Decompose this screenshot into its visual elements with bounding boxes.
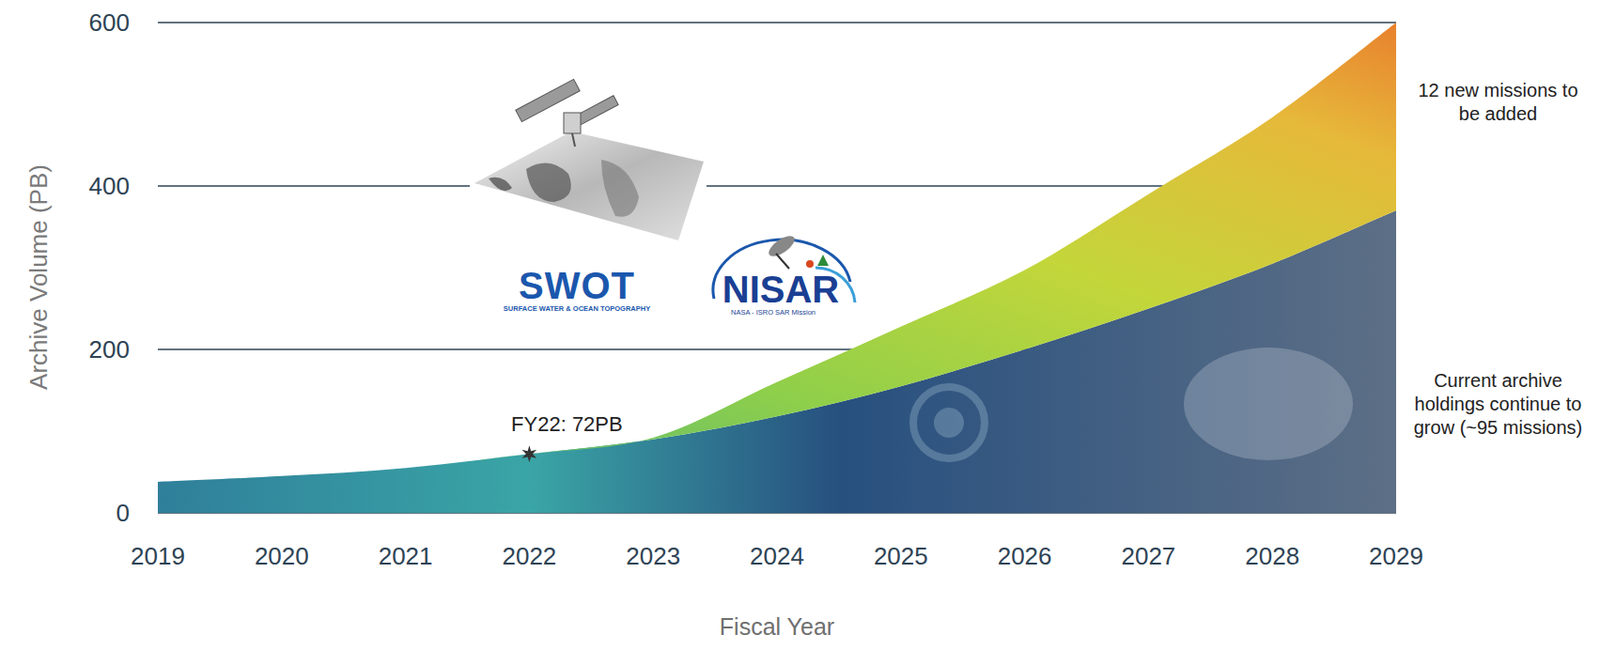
legend-label: Current archiveholdings continue togrow … (1413, 370, 1584, 438)
annotation-marker (522, 445, 538, 463)
y-tick-label: 0 (116, 498, 130, 528)
logo-text: NISAR (722, 268, 840, 311)
y-tick-label: 600 (89, 8, 130, 37)
x-tick-label: 2024 (749, 542, 805, 571)
legend-label: 12 new missions tobe added (1417, 79, 1578, 125)
x-tick-label: 2027 (1120, 542, 1176, 571)
areas (157, 22, 1397, 513)
x-tick-label: 2028 (1244, 542, 1300, 571)
grid-line (157, 21, 1397, 24)
logo-caption: NASA - ISRO SAR Mission (730, 308, 816, 317)
annotation: FY22: 72PB (511, 412, 623, 436)
grid (157, 22, 1397, 513)
x-tick-label: 2019 (130, 542, 186, 571)
area-series (157, 22, 1397, 482)
x-tick-label: 2021 (378, 542, 434, 571)
x-tick-label: 2025 (873, 542, 929, 571)
x-tick-label: 2022 (501, 542, 557, 571)
x-tick-label: 2029 (1368, 542, 1424, 571)
chart: 0 200 400 600 2019 2020 2021 2022 2023 2024 2025 20… (0, 0, 1600, 650)
y-tick-label: 200 (89, 335, 130, 364)
texture (913, 347, 1353, 461)
x-tick-label: 2023 (625, 542, 681, 571)
x-axis-title: Fiscal Year (719, 613, 835, 640)
logo-text: SWOT (518, 264, 636, 307)
x-tick-label: 2026 (997, 542, 1053, 571)
y-axis-title: Archive Volume (PB) (24, 164, 53, 390)
satellite-illustration (469, 78, 707, 241)
y-tick-label: 400 (89, 171, 130, 201)
logo-caption: SURFACE WATER & OCEAN TOPOGRAPHY (503, 304, 651, 313)
x-tick-label: 2020 (254, 542, 310, 571)
